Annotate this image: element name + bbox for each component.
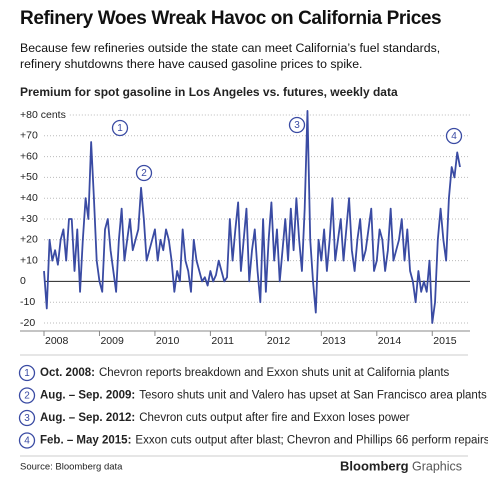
note: Feb. – May 2015: Exxon cuts output after … <box>40 435 488 447</box>
source: Source: Bloomberg data <box>20 462 123 473</box>
note-date: Aug. – Sep. 2009: <box>40 390 135 402</box>
annotation-circle <box>111 119 129 137</box>
y-tick-label: +40 <box>20 192 38 204</box>
brand: Bloomberg <box>340 458 409 473</box>
annotation-number: 3 <box>294 120 300 131</box>
y-tick-label: +30 <box>20 213 38 225</box>
x-tick-label: 2013 <box>322 335 346 347</box>
note-text: Chevron cuts output after fire and Exxon… <box>139 412 410 424</box>
y-tick-label: +50 <box>20 171 38 183</box>
note-date: Oct. 2008: <box>40 367 95 379</box>
y-tick-label: -20 <box>20 317 35 329</box>
note-date: Feb. – May 2015: <box>40 435 131 447</box>
y-tick-label: +80 cents <box>20 109 66 121</box>
note-number: 1 <box>24 368 30 379</box>
x-tick-label: 2011 <box>211 335 234 347</box>
note-circle <box>18 432 36 449</box>
note-circle <box>18 387 36 404</box>
note: Aug. – Sep. 2012: Chevron cuts output aft… <box>40 412 410 424</box>
note-date: Aug. – Sep. 2012: <box>40 412 135 424</box>
annotation-number: 1 <box>117 123 123 134</box>
chart-title: Premium for spot gasoline in Los Angeles… <box>20 85 398 99</box>
annotation-number: 4 <box>451 131 457 142</box>
data-line <box>43 109 461 324</box>
annotation-circle <box>445 127 463 145</box>
note-number: 4 <box>24 436 30 447</box>
x-tick-label: 2015 <box>433 335 457 347</box>
note-number: 3 <box>24 413 30 424</box>
y-tick-label: -10 <box>20 296 35 308</box>
note-text: Chevron reports breakdown and Exxon shut… <box>99 367 450 379</box>
y-tick-label: +60 <box>20 150 38 162</box>
x-tick-label: 2014 <box>378 335 402 347</box>
annotation-circle <box>135 164 153 182</box>
x-tick-label: 2009 <box>100 335 124 347</box>
brand-suffix: Graphics <box>412 459 462 473</box>
title: Refinery Woes Wreak Havoc on California … <box>20 8 442 29</box>
y-tick-label: 0 <box>20 275 26 287</box>
subtitle: Because few refineries outside the state… <box>20 41 441 71</box>
note-text: Exxon cuts output after blast; Chevron a… <box>135 435 488 447</box>
note-text: Tesoro shuts unit and Valero has upset a… <box>139 390 487 402</box>
y-tick-label: +20 <box>20 234 38 246</box>
note-circle <box>18 364 36 382</box>
annotation-number: 2 <box>141 168 147 179</box>
annotation-circle <box>288 116 306 134</box>
x-tick-label: 2008 <box>45 335 69 347</box>
note: Aug. – Sep. 2009: Tesoro shuts unit and V… <box>40 390 487 402</box>
y-tick-label: +10 <box>20 254 38 266</box>
note-circle <box>18 409 36 427</box>
y-tick-label: +70 <box>20 130 38 142</box>
x-tick-label: 2010 <box>156 335 180 347</box>
x-tick-label: 2012 <box>267 335 291 347</box>
note-number: 2 <box>24 391 30 402</box>
note: Oct. 2008: Chevron reports breakdown and … <box>40 367 450 379</box>
